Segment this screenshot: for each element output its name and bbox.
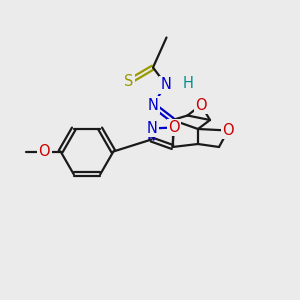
Text: O: O xyxy=(222,123,234,138)
Text: N: N xyxy=(160,77,171,92)
Text: N: N xyxy=(148,98,158,112)
Text: S: S xyxy=(124,74,134,89)
Text: H: H xyxy=(183,76,194,92)
Text: N: N xyxy=(147,121,158,136)
Text: O: O xyxy=(39,144,50,159)
Text: O: O xyxy=(168,120,180,135)
Text: O: O xyxy=(195,98,207,112)
